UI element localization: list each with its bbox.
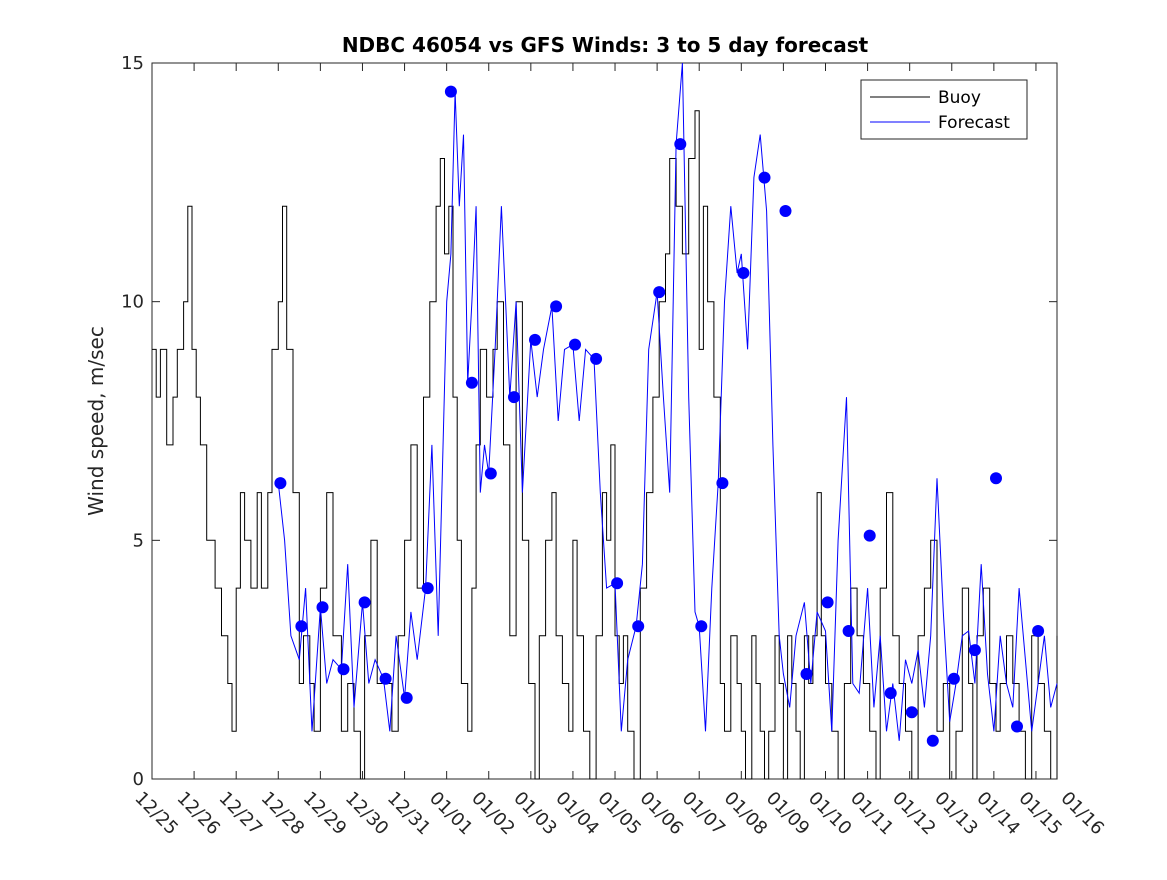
forecast-point: [569, 338, 581, 351]
forecast-point: [400, 691, 413, 704]
y-tick-label: 15: [121, 53, 144, 74]
forecast-point: [358, 596, 371, 609]
forecast-point: [316, 601, 329, 614]
legend-forecast-label: Forecast: [938, 113, 1010, 133]
forecast-point: [529, 333, 541, 346]
forecast-point: [758, 171, 771, 184]
forecast-point: [484, 467, 497, 480]
legend: Buoy Forecast: [860, 79, 1028, 140]
forecast-point: [632, 620, 645, 633]
forecast-point: [611, 577, 624, 590]
forecast-point: [800, 668, 813, 680]
buoy-series-line: [152, 110, 1058, 780]
forecast-point: [926, 734, 939, 747]
forecast-point: [421, 582, 434, 595]
forecast-point: [465, 376, 478, 389]
forecast-point: [444, 85, 457, 98]
forecast-point: [947, 672, 960, 685]
forecast-point: [779, 205, 792, 217]
chart-title: NDBC 46054 vs GFS Winds: 3 to 5 day fore…: [342, 33, 869, 57]
forecast-point: [1032, 625, 1045, 637]
forecast-point: [508, 391, 520, 404]
forecast-point: [905, 706, 918, 719]
y-tick-label: 10: [121, 292, 144, 313]
forecast-point: [821, 596, 834, 609]
plot-area: [151, 62, 1058, 780]
forecast-point: [863, 529, 876, 542]
forecast-point: [737, 267, 750, 279]
forecast-point: [968, 644, 981, 657]
forecast-point: [1011, 720, 1023, 733]
legend-buoy-label: Buoy: [938, 88, 981, 108]
forecast-point: [990, 472, 1002, 485]
forecast-point: [590, 352, 603, 365]
forecast-point: [674, 138, 687, 151]
points-layer: [274, 85, 1045, 747]
y-axis-label: Wind speed, m/sec: [84, 326, 108, 516]
forecast-point: [295, 620, 308, 633]
y-tick-label: 0: [133, 769, 144, 790]
forecast-point: [653, 286, 666, 299]
forecast-point: [274, 477, 287, 490]
forecast-point: [695, 620, 708, 633]
forecast-point: [550, 300, 563, 313]
forecast-point: [884, 687, 897, 700]
forecast-point: [842, 625, 855, 637]
series-layer: [152, 62, 1058, 780]
y-tick-label: 5: [133, 530, 144, 551]
legend-box: [860, 79, 1028, 140]
forecast-point: [337, 663, 350, 676]
forecast-series-line: [277, 62, 1058, 741]
forecast-point: [716, 477, 729, 490]
forecast-point: [379, 672, 392, 685]
